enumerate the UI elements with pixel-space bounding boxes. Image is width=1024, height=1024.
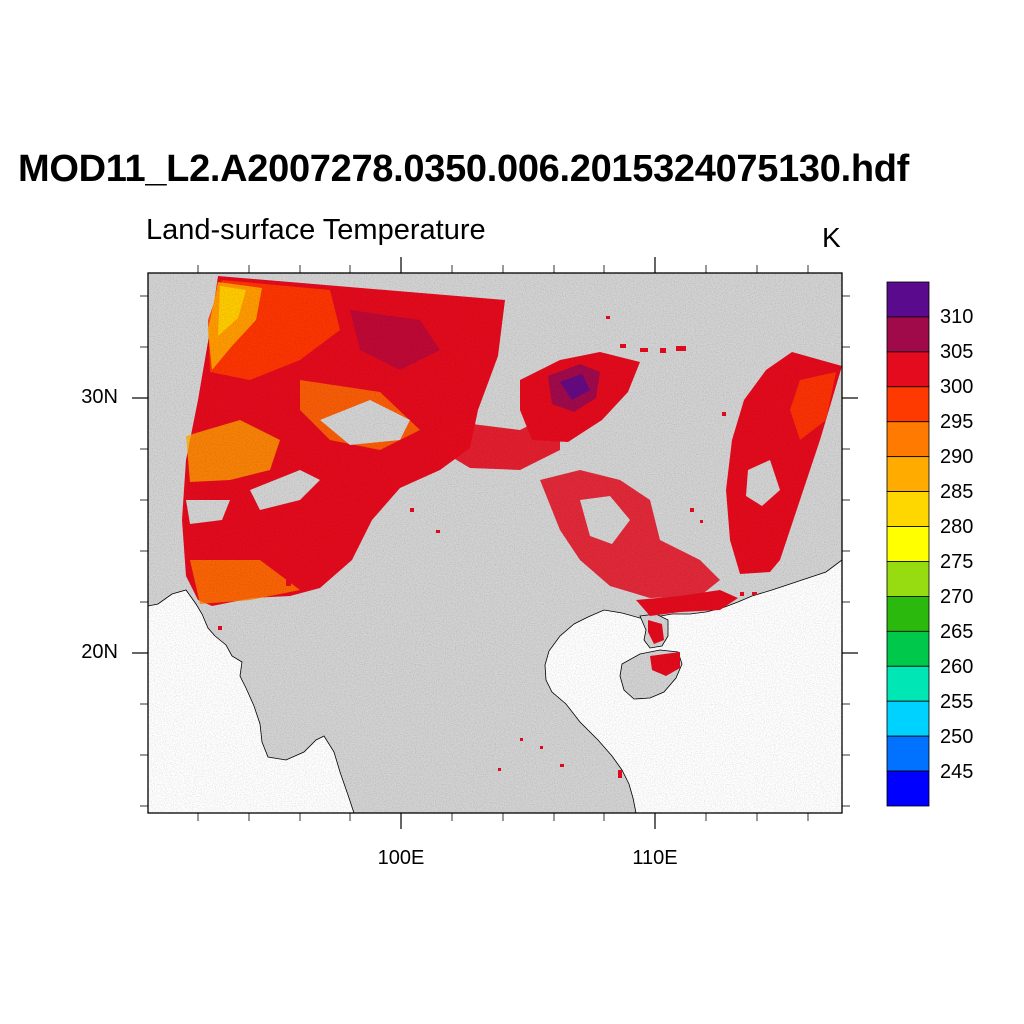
colorbar-label: 300 <box>940 376 974 398</box>
colorbar-swatch <box>886 281 930 318</box>
colorbar-label: 265 <box>940 621 974 643</box>
lst-speckle-texture <box>148 273 842 813</box>
colorbar-swatch <box>886 351 930 388</box>
colorbar-label: 310 <box>940 306 974 328</box>
colorbar-swatch <box>886 596 930 632</box>
colorbar-swatch <box>886 561 930 597</box>
colorbar-label: 285 <box>940 481 974 503</box>
colorbar-swatch <box>886 630 930 667</box>
colorbar-label: 280 <box>940 516 974 538</box>
colorbar-label: 270 <box>940 586 974 608</box>
colorbar-label: 275 <box>940 551 974 573</box>
units-label: K <box>822 222 841 253</box>
colorbar-swatch <box>886 770 930 807</box>
colorbar-label: 290 <box>940 446 974 468</box>
colorbar <box>886 281 930 807</box>
lat-label-20n: 20N <box>81 641 118 663</box>
colorbar-swatch <box>886 421 930 458</box>
plot-subtitle: Land-surface Temperature <box>146 214 486 246</box>
colorbar-swatch <box>886 700 930 737</box>
lat-label-30n: 30N <box>81 386 118 408</box>
colorbar-label: 295 <box>940 411 974 433</box>
map-frame <box>147 272 843 814</box>
axis-ticks <box>132 257 858 829</box>
colorbar-label: 260 <box>940 656 974 678</box>
lon-label-110e: 110E <box>632 847 678 869</box>
colorbar-swatch <box>886 526 930 562</box>
colorbar-swatch <box>886 735 930 772</box>
colorbar-swatch <box>886 316 930 353</box>
lst-data-layer <box>148 273 842 813</box>
colorbar-label: 305 <box>940 341 974 363</box>
colorbar-swatch <box>886 456 930 492</box>
plot-title: MOD11_L2.A2007278.0350.006.2015324075130… <box>18 148 910 190</box>
colorbar-swatch <box>886 491 930 527</box>
colorbar-swatch <box>886 386 930 423</box>
minor-ticks <box>140 265 850 821</box>
colorbar-label: 245 <box>940 761 974 783</box>
lon-label-100e: 100E <box>377 847 425 869</box>
colorbar-label: 250 <box>940 726 974 748</box>
colorbar-swatch <box>886 665 930 702</box>
colorbar-label: 255 <box>940 691 974 713</box>
